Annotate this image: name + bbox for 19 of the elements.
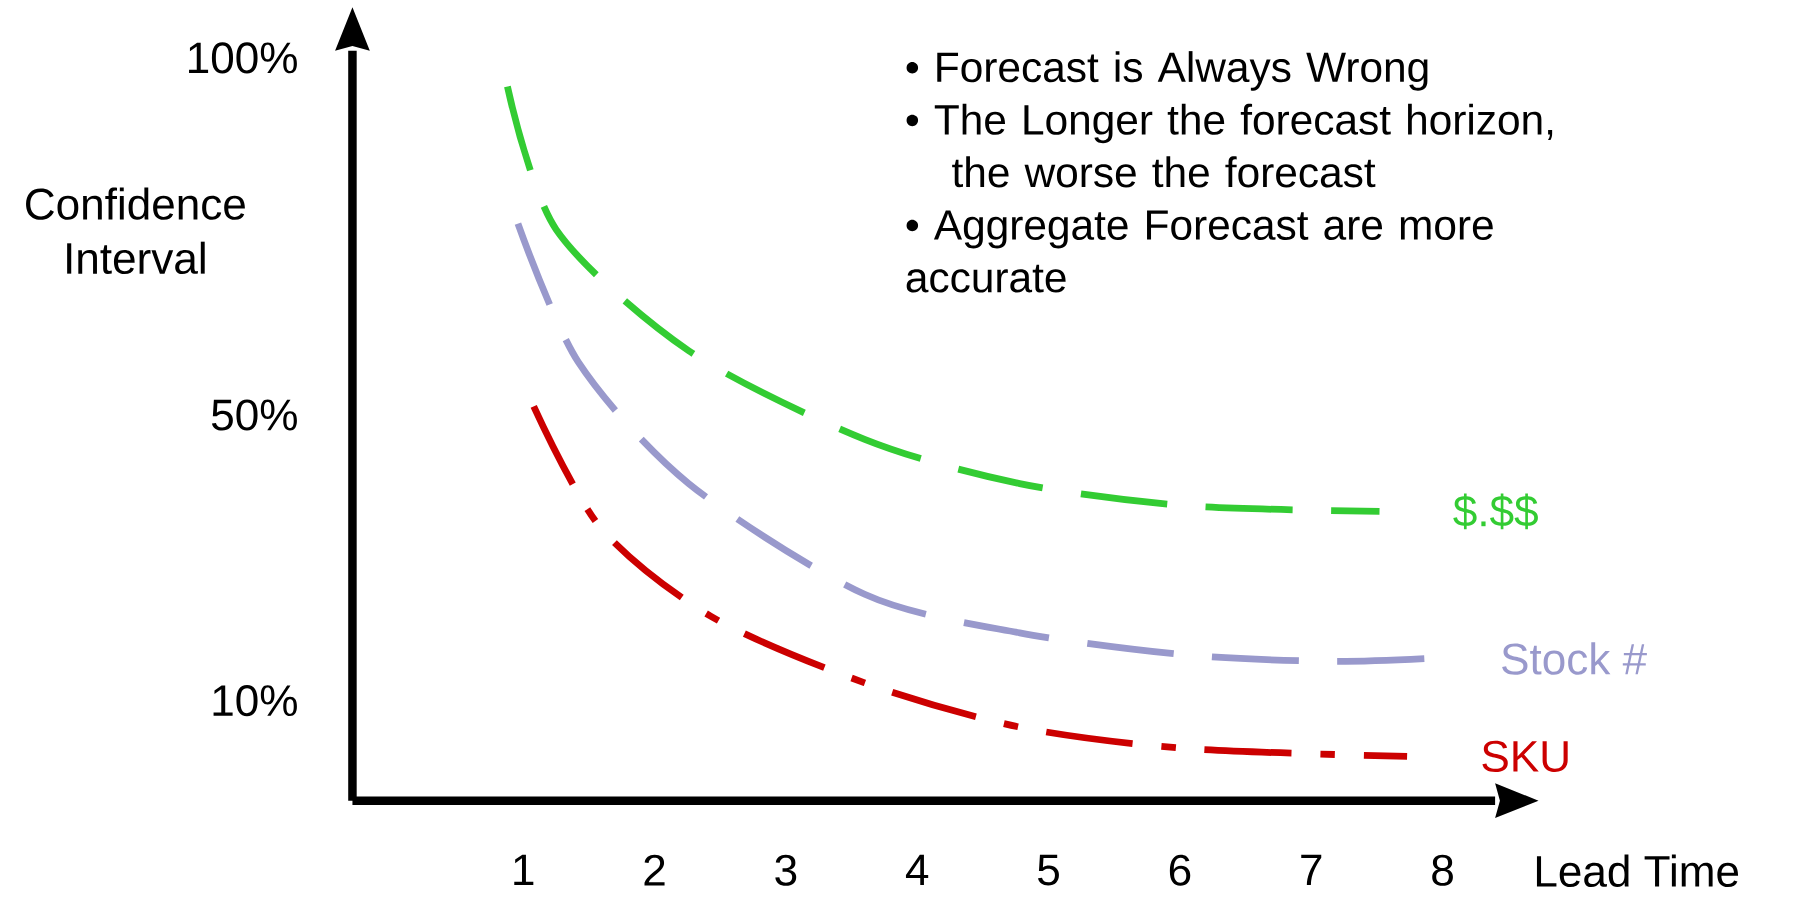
series-label: $.$$ xyxy=(1453,493,1538,530)
series-label: Stock # xyxy=(1502,642,1647,675)
x-tick-label: 2 xyxy=(644,854,665,886)
y-tick-label: 50% xyxy=(211,399,297,431)
x-tick-label: 5 xyxy=(1038,854,1059,886)
x-tick-label: 4 xyxy=(905,854,929,886)
series-label: SKU xyxy=(1482,740,1568,773)
y-axis-title: Confidence Interval xyxy=(26,187,245,275)
x-tick-label: 8 xyxy=(1432,854,1453,886)
x-axis-title: Lead Time xyxy=(1536,854,1739,888)
x-tick-label: 1 xyxy=(514,854,534,886)
annotation: • Aggregate Forecast are more accurate xyxy=(906,210,1493,293)
x-tick-label: 6 xyxy=(1169,854,1191,886)
x-tick-label: 3 xyxy=(775,854,797,886)
annotation: • The Longer the forecast horizon, the worse the forecast xyxy=(906,103,1553,188)
y-tick-label: 10% xyxy=(213,685,297,717)
y-tick-label: 100% xyxy=(189,42,297,74)
x-tick-label: 7 xyxy=(1301,854,1322,886)
annotation: • Forecast is Always Wrong xyxy=(906,51,1428,91)
